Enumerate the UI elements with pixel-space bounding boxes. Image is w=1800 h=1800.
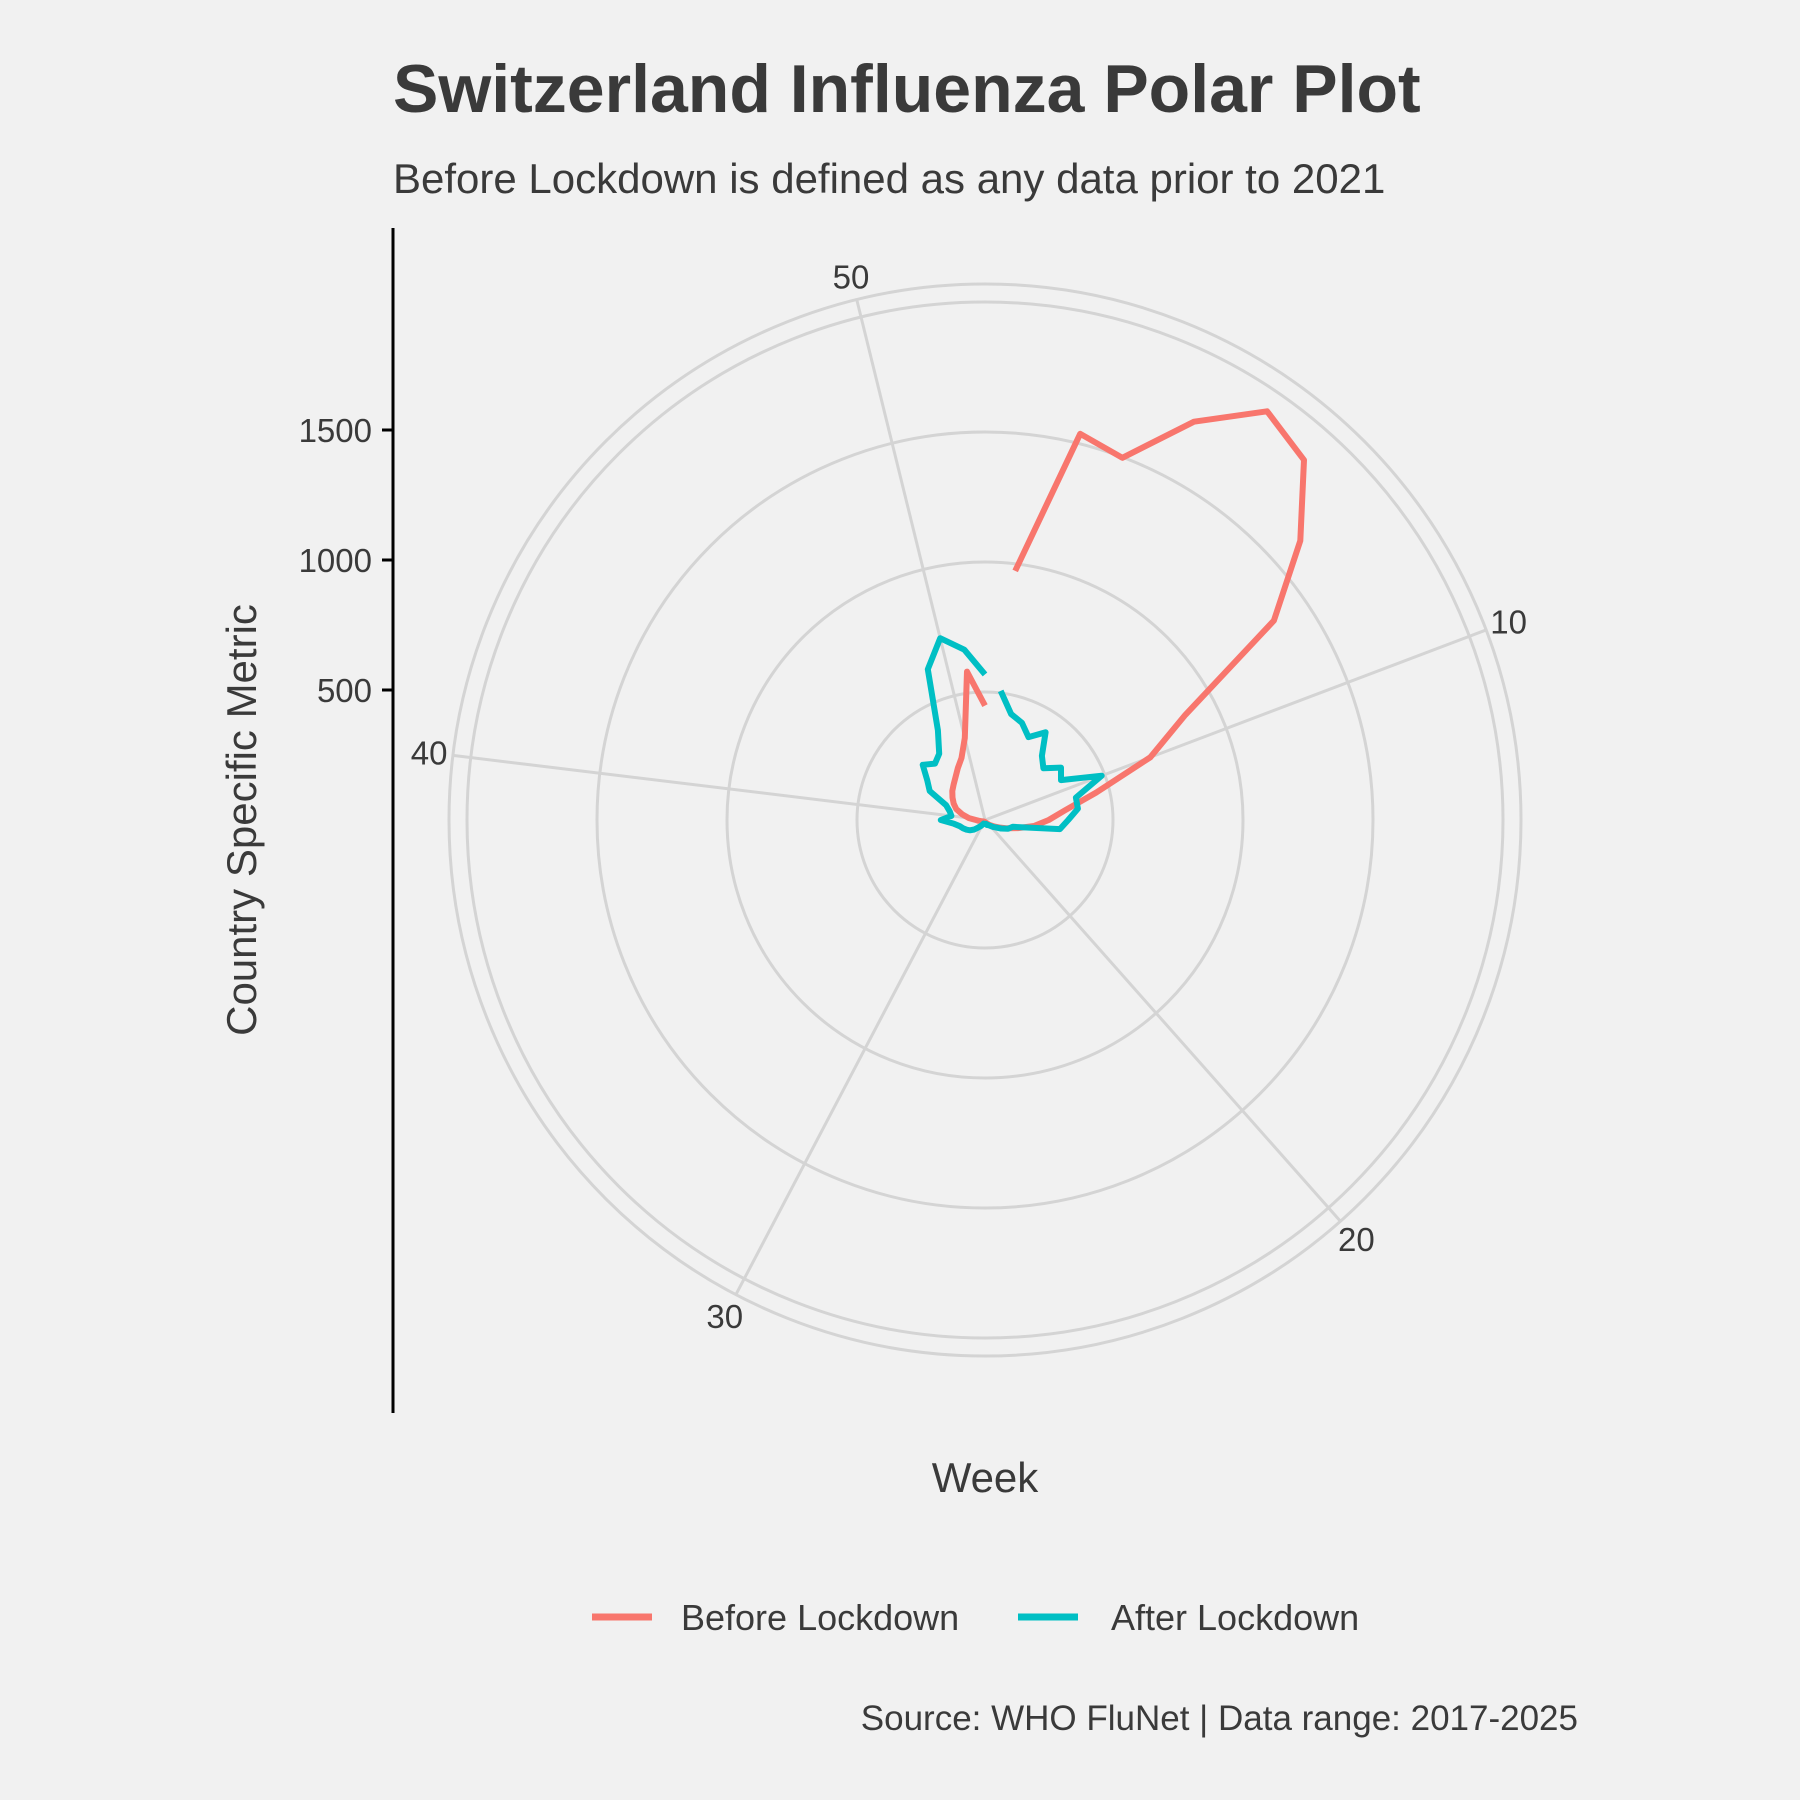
legend-label-after: After Lockdown [1111,1597,1359,1638]
grid-spoke [983,819,1342,1223]
radial-tick-label: 1500 [299,412,372,449]
angular-tick-label: 20 [1338,1221,1375,1258]
x-axis-title: Week [932,1454,1040,1501]
series-lines [919,408,1307,834]
angular-tick-label: 30 [706,1298,743,1335]
grid-spoke [452,753,986,822]
y-axis-title: Country Specific Metric [218,604,265,1036]
angular-tick-label: 40 [411,734,448,771]
angular-tick-labels: 10 20 30 40 50 [411,258,1527,1335]
angular-tick-label: 10 [1490,603,1527,640]
polar-grid [447,282,1523,1358]
grid-circle [595,430,1375,1210]
chart-title: Switzerland Influenza Polar Plot [393,51,1421,127]
grid-circle [447,282,1523,1358]
chart-subtitle: Before Lockdown is defined as any data p… [393,155,1385,202]
series-line-after-lockdown [919,635,1105,834]
grid-circle [725,560,1245,1080]
grid-circle [465,300,1505,1340]
radial-tick-label: 500 [317,672,372,709]
legend: Before Lockdown After Lockdown [592,1597,1359,1638]
radial-ticks: 500 1000 1500 [299,412,393,709]
grid-spoke [984,628,1487,822]
grid-circle [855,690,1115,950]
grid-spoke [734,819,987,1296]
angular-tick-label: 50 [833,258,870,295]
legend-label-before: Before Lockdown [681,1597,959,1638]
chart-caption: Source: WHO FluNet | Data range: 2017-20… [861,1699,1578,1738]
radial-tick-label: 1000 [299,542,372,579]
